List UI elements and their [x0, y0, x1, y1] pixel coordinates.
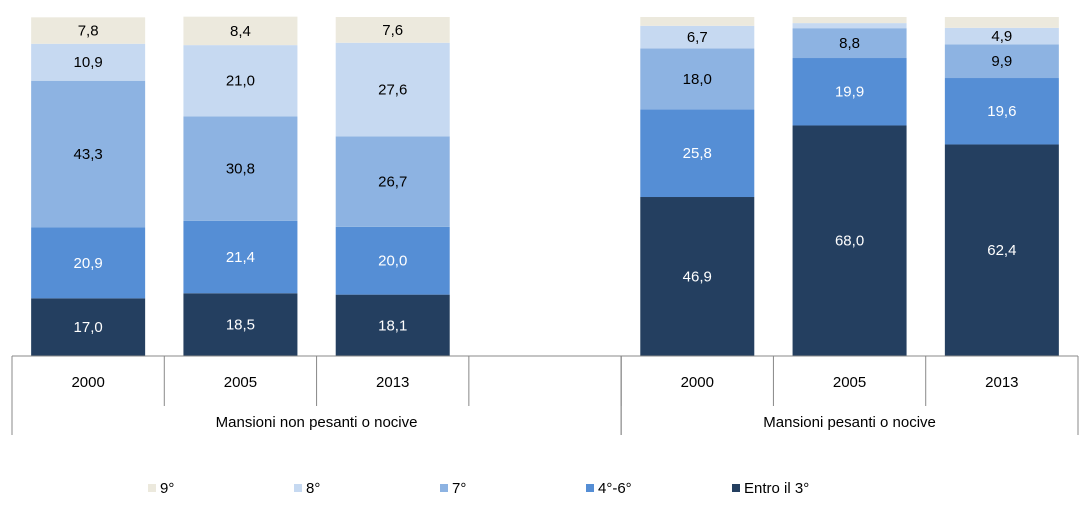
- bar-segment: [31, 298, 146, 356]
- value-label: 9,9: [991, 53, 1012, 70]
- bar-segment: [335, 226, 450, 295]
- bar-segment: [183, 220, 298, 294]
- value-label: 17,0: [74, 319, 103, 336]
- value-label: 4,9: [991, 28, 1012, 45]
- bar-segment: [792, 17, 907, 24]
- bar-segment: [640, 17, 755, 26]
- value-label: 20,0: [378, 253, 407, 270]
- bar-segment: [183, 16, 298, 46]
- value-label: 68,0: [835, 233, 864, 250]
- value-label: 6,7: [687, 29, 708, 46]
- legend-label: 8°: [306, 480, 320, 497]
- bar-segment: [944, 27, 1059, 45]
- group-label: Mansioni pesanti o nocive: [763, 414, 936, 431]
- value-label: 19,6: [987, 103, 1016, 120]
- x-tick-label: 2000: [71, 374, 104, 391]
- bar-segment: [335, 136, 450, 227]
- bar-segment: [31, 17, 146, 44]
- legend-label: Entro il 3°: [744, 480, 809, 497]
- value-label: 30,8: [226, 161, 255, 178]
- bar-segment: [792, 28, 907, 59]
- legend-label: 9°: [160, 480, 174, 497]
- value-label: 62,4: [987, 242, 1016, 259]
- value-label: 25,8: [683, 145, 712, 162]
- bar-segment: [335, 17, 450, 43]
- legend-swatch: [732, 484, 740, 492]
- value-label: 10,9: [74, 54, 103, 71]
- bar-segment: [183, 45, 298, 117]
- value-label: 8,4: [230, 23, 251, 40]
- bar-segment: [640, 197, 755, 356]
- bar-segment: [183, 116, 298, 221]
- bar-segment: [640, 109, 755, 198]
- bar-segment: [31, 227, 146, 299]
- x-tick-label: 2005: [224, 374, 257, 391]
- x-tick-label: 2005: [833, 374, 866, 391]
- value-label: 26,7: [378, 174, 407, 191]
- legend-label: 4°-6°: [598, 480, 632, 497]
- bar-segment: [944, 144, 1059, 356]
- bar-segment: [944, 44, 1059, 79]
- value-label: 18,5: [226, 317, 255, 334]
- bar-segment: [335, 42, 450, 137]
- legend-label: 7°: [452, 480, 466, 497]
- x-tick-label: 2000: [681, 374, 714, 391]
- legend-swatch: [586, 484, 594, 492]
- bar-segment: [335, 294, 450, 356]
- bar-segment: [792, 58, 907, 126]
- bar-segment: [944, 17, 1059, 28]
- value-label: 20,9: [74, 255, 103, 272]
- x-tick-label: 2013: [376, 374, 409, 391]
- value-label: 27,6: [378, 82, 407, 99]
- group-label: Mansioni non pesanti o nocive: [216, 414, 418, 431]
- value-label: 7,8: [78, 23, 99, 40]
- value-label: 18,1: [378, 317, 407, 334]
- bar-segment: [944, 78, 1059, 145]
- bar-segment: [640, 48, 755, 110]
- legend-swatch: [440, 484, 448, 492]
- value-label: 21,4: [226, 249, 255, 266]
- value-label: 19,9: [835, 84, 864, 101]
- bar-segment: [640, 25, 755, 49]
- bar-segment: [183, 293, 298, 356]
- bar-segment: [792, 125, 907, 356]
- value-label: 7,6: [382, 22, 403, 39]
- value-label: 46,9: [683, 268, 712, 285]
- value-label: 8,8: [839, 35, 860, 52]
- legend-swatch: [294, 484, 302, 492]
- value-label: 18,0: [683, 71, 712, 88]
- bar-segment: [31, 80, 146, 228]
- legend-swatch: [148, 484, 156, 492]
- bar-segment: [792, 23, 907, 29]
- x-tick-label: 2013: [985, 374, 1018, 391]
- bar-segment: [31, 43, 146, 81]
- value-label: 43,3: [74, 146, 103, 163]
- value-label: 21,0: [226, 73, 255, 90]
